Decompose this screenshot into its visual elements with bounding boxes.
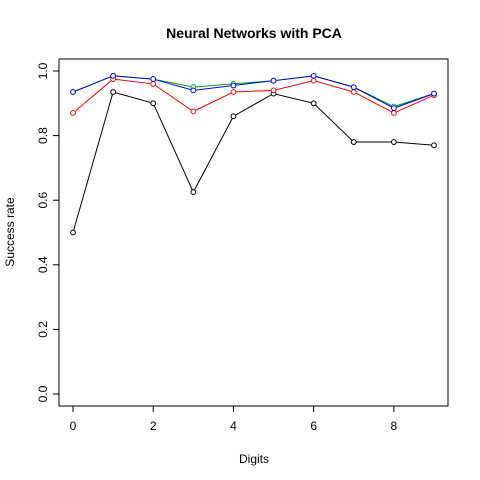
data-point bbox=[310, 72, 317, 79]
x-tick-label: 0 bbox=[70, 419, 77, 433]
data-point bbox=[150, 100, 157, 107]
data-point bbox=[150, 81, 157, 87]
data-point bbox=[350, 139, 357, 145]
data-point bbox=[190, 189, 197, 196]
y-tick-label: 0.2 bbox=[36, 321, 50, 338]
x-axis: 0 2 4 6 8 bbox=[70, 406, 398, 433]
data-point bbox=[190, 87, 197, 94]
data-point bbox=[230, 113, 237, 120]
data-point bbox=[70, 229, 76, 236]
y-axis-label: Success rate bbox=[3, 197, 17, 267]
y-tick-label: 0.4 bbox=[36, 256, 50, 273]
data-point bbox=[390, 105, 397, 112]
series-line bbox=[72, 91, 435, 233]
series-0 bbox=[70, 89, 437, 236]
x-axis-label: Digits bbox=[239, 452, 269, 466]
data-point bbox=[310, 77, 317, 84]
y-tick-label: 0.6 bbox=[36, 192, 50, 209]
data-point bbox=[390, 139, 397, 145]
data-point bbox=[230, 89, 237, 95]
data-point bbox=[310, 100, 317, 107]
data-point bbox=[350, 84, 357, 91]
y-tick-label: 0.0 bbox=[36, 385, 50, 402]
series-line bbox=[72, 78, 435, 114]
x-tick-label: 4 bbox=[230, 419, 237, 433]
data-point bbox=[270, 87, 277, 94]
series-group bbox=[70, 72, 437, 236]
series-1 bbox=[70, 76, 437, 116]
plot-frame bbox=[58, 58, 449, 407]
data-point bbox=[150, 76, 157, 82]
data-point bbox=[431, 142, 437, 149]
y-tick-label: 0.8 bbox=[36, 127, 50, 144]
data-point bbox=[110, 72, 117, 79]
y-axis: 0.0 0.2 0.4 0.6 0.8 1.0 bbox=[36, 62, 59, 402]
x-tick-label: 8 bbox=[391, 419, 398, 433]
data-point bbox=[390, 110, 397, 116]
y-tick-label: 1.0 bbox=[36, 62, 50, 79]
series-line bbox=[72, 75, 435, 109]
data-point bbox=[270, 77, 277, 84]
x-tick-label: 2 bbox=[150, 419, 157, 433]
chart-title: Neural Networks with PCA bbox=[166, 25, 342, 41]
data-point bbox=[190, 108, 197, 115]
data-point bbox=[70, 89, 76, 95]
series-3 bbox=[70, 72, 437, 112]
data-point bbox=[230, 82, 237, 89]
data-point bbox=[110, 89, 117, 95]
data-point bbox=[350, 89, 357, 95]
x-tick-label: 6 bbox=[310, 419, 317, 433]
data-point bbox=[70, 110, 76, 116]
data-point bbox=[431, 90, 437, 97]
